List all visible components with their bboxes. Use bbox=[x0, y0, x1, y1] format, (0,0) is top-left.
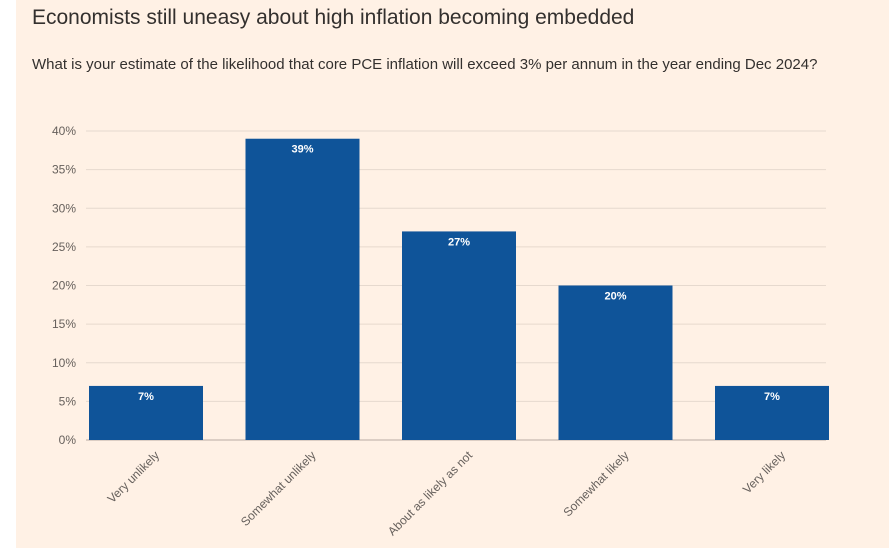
bar bbox=[402, 231, 516, 440]
y-tick-label: 35% bbox=[52, 163, 76, 177]
chart-subtitle: What is your estimate of the likelihood … bbox=[32, 56, 818, 73]
category-label: Very likely bbox=[740, 448, 788, 496]
y-tick-label: 15% bbox=[52, 317, 76, 331]
data-label: 20% bbox=[604, 291, 626, 303]
category-label: Somewhat likely bbox=[560, 448, 631, 519]
category-label: About as likely as not bbox=[385, 448, 476, 539]
y-tick-label: 5% bbox=[59, 394, 77, 408]
data-label: 7% bbox=[138, 391, 154, 403]
bar bbox=[89, 385, 203, 440]
y-tick-label: 30% bbox=[52, 201, 76, 215]
data-label: 39% bbox=[291, 144, 313, 156]
bar bbox=[715, 385, 829, 440]
data-label: 7% bbox=[764, 391, 780, 403]
y-tick-label: 10% bbox=[52, 356, 76, 370]
chart-frame: Economists still uneasy about high infla… bbox=[16, 0, 889, 548]
y-tick-label: 20% bbox=[52, 279, 76, 293]
y-tick-label: 0% bbox=[59, 433, 77, 447]
bar bbox=[558, 285, 673, 440]
category-label: Somewhat unlikely bbox=[238, 448, 319, 529]
bar bbox=[245, 138, 360, 440]
data-label: 27% bbox=[448, 236, 470, 248]
chart-title: Economists still uneasy about high infla… bbox=[32, 6, 635, 29]
y-tick-label: 25% bbox=[52, 240, 76, 254]
y-tick-label: 40% bbox=[52, 124, 76, 138]
category-label: Very unlikely bbox=[105, 448, 163, 506]
